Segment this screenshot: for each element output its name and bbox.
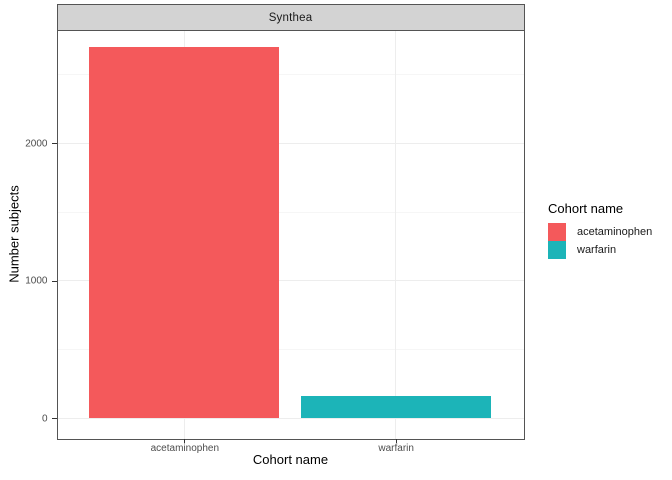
gridline-major xyxy=(57,142,524,144)
plot-panel xyxy=(56,29,525,440)
bar-acetaminophen xyxy=(89,47,280,419)
bar-warfarin xyxy=(300,396,491,419)
legend-items: acetaminophen warfarin xyxy=(548,223,652,259)
legend-swatch-acetaminophen xyxy=(548,223,566,241)
gridline-major-vertical xyxy=(395,30,397,439)
x-tick-label-acetaminophen: acetaminophen xyxy=(150,443,220,454)
y-tick-label: 1000 xyxy=(25,275,48,287)
legend-swatch-warfarin xyxy=(548,241,566,259)
legend-title: Cohort name xyxy=(548,201,624,216)
x-axis-title: Cohort name xyxy=(252,452,329,467)
x-tick-label-warfarin: warfarin xyxy=(378,443,414,454)
x-axis: acetaminophen warfarin xyxy=(58,438,523,469)
legend-label: warfarin xyxy=(577,244,617,256)
gridline-minor xyxy=(57,211,524,213)
gridline-minor xyxy=(57,74,524,75)
y-tick-mark xyxy=(52,143,57,145)
y-axis-title: Number subjects xyxy=(6,185,22,283)
x-tick-mark xyxy=(395,438,397,443)
y-tick-label: 0 xyxy=(41,413,48,425)
legend-label: acetaminophen xyxy=(577,226,653,238)
y-tick-mark xyxy=(52,280,57,282)
facet-strip-label: Synthea xyxy=(268,11,313,24)
legend-item-acetaminophen: acetaminophen xyxy=(548,223,652,241)
facet-strip: Synthea xyxy=(56,4,525,31)
legend: Cohort name acetaminophen warfarin xyxy=(548,201,652,259)
y-tick-label: 2000 xyxy=(25,138,48,150)
legend-item-warfarin: warfarin xyxy=(548,241,652,259)
y-axis: 0 1000 2000 xyxy=(0,31,57,438)
gridline-major xyxy=(57,280,524,282)
x-tick-mark xyxy=(184,438,186,443)
gridline-major xyxy=(57,417,524,419)
gridline-minor xyxy=(57,349,524,350)
y-tick-mark xyxy=(52,418,57,420)
